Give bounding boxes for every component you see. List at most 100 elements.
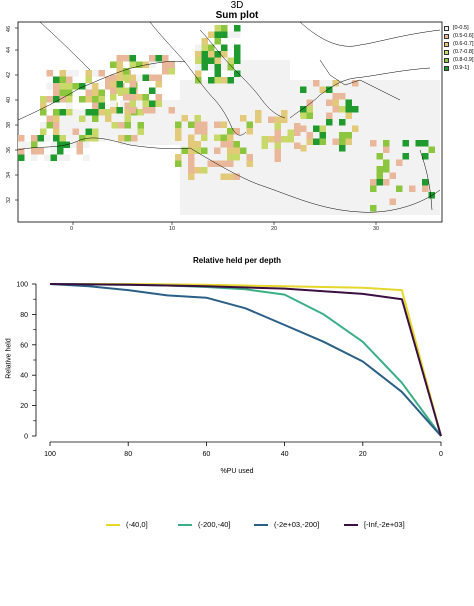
map-cell-block [230,60,290,100]
map-cell [370,205,377,212]
map-cell [194,141,201,148]
map-cell [383,140,390,147]
map-cell [306,80,313,87]
map-cell [422,185,429,192]
map-cell [201,51,208,58]
coastline [17,137,191,151]
map-cell [402,153,409,160]
map-cell [136,94,143,101]
map-cell [50,148,57,155]
series-line-1 [49,283,442,437]
coastline [299,21,441,47]
map-cell [175,128,182,135]
map-cell [240,115,247,122]
map-cell [136,61,143,68]
map-cell [188,121,195,128]
map-cell [234,31,241,38]
map-cell [201,134,208,141]
map-legend-item: (0.7-0.8] [444,48,473,56]
map-cell [319,119,326,126]
map-xtick: 30 [373,226,380,232]
legend-label: (-2e+03,-200] [274,520,320,529]
map-cell [129,94,136,101]
map-cell [76,141,83,148]
map-cell [214,70,221,77]
x-tick-label: 20 [359,451,367,458]
map-cell [306,106,313,113]
map-cell [124,122,131,129]
map-cell [268,129,275,136]
map-cell [118,135,125,142]
map-cell [155,94,162,101]
map-cell [396,153,403,160]
line-chart: 100 80 60 40 20 0 0 20 40 60 80 100 [16,282,443,459]
x-tick-label: 0 [439,451,443,458]
map-cell [116,61,123,68]
legend-swatch [444,33,449,39]
map-cell [339,106,346,113]
map-cell [422,140,429,147]
coastline [184,61,247,136]
map-cell [287,136,294,143]
map-cell [246,121,253,128]
map-cell [326,112,333,119]
map-cell [415,179,422,186]
map-cell [116,74,123,81]
map-cell [339,138,346,145]
map-legend-label: (0.7-0.8] [453,49,474,55]
map-cell [332,80,339,87]
map-cell [110,74,117,81]
map-cell [402,198,409,205]
map-cell [195,64,202,71]
map-cell [339,145,346,152]
map-cell [306,132,313,139]
map-cell [175,154,182,161]
legend-swatch [444,49,449,55]
map-cells [18,25,440,215]
map-cell [85,83,92,90]
map-cell [195,57,202,64]
map-cell [345,132,352,139]
map-cell [37,135,44,142]
map-cell [201,167,208,174]
map-cell [300,125,307,132]
map-cell [376,153,383,160]
map-cell [129,107,136,114]
map-cell [268,136,275,143]
map-cell [227,173,234,180]
map-cell [352,125,359,132]
map-cell [110,81,117,88]
map-cell [53,122,60,129]
map-cell [72,83,79,90]
map-cell [168,61,175,68]
map-cell [234,70,241,77]
map-cell [92,115,99,122]
map-cell [98,96,105,103]
map-cell [274,136,281,143]
map-cell [188,160,195,167]
map-cell [214,57,221,64]
x-tick-label: 80 [124,451,132,458]
map-cell [339,93,346,100]
map-cell [59,89,66,96]
map-cell [85,115,92,122]
map-cell [326,86,333,93]
legend-line-swatch [106,523,120,526]
map-cell [402,192,409,199]
map-cell [383,166,390,173]
map-cell [46,83,53,90]
map-cell [255,116,262,123]
map-cell [396,159,403,166]
map-cell [168,68,175,75]
map-cell [352,106,359,113]
map-cell [220,121,227,128]
map-cell [268,116,275,123]
map-cell [123,68,130,75]
map-cell [53,89,60,96]
map-cell [194,128,201,135]
map-cell [255,110,262,117]
map-cell [208,57,215,64]
x-tick-label: 100 [44,451,56,458]
map-cell [227,154,234,161]
map-cell [227,77,234,84]
